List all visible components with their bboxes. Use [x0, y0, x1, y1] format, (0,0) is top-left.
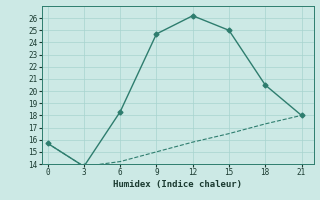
X-axis label: Humidex (Indice chaleur): Humidex (Indice chaleur) [113, 180, 242, 189]
